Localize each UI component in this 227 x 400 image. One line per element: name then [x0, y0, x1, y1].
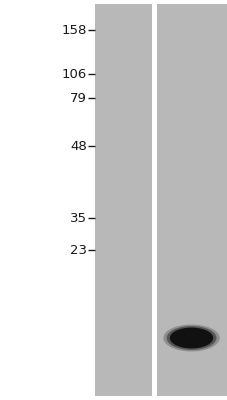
Bar: [151, 4, 156, 396]
Ellipse shape: [169, 328, 212, 348]
Text: 158: 158: [61, 24, 86, 36]
Bar: [155, 4, 227, 396]
Text: 106: 106: [61, 68, 86, 80]
Bar: [94, 4, 152, 396]
Text: 48: 48: [70, 140, 86, 152]
Ellipse shape: [166, 326, 215, 350]
Text: 79: 79: [69, 92, 86, 104]
Text: 35: 35: [69, 212, 86, 224]
Ellipse shape: [163, 324, 219, 352]
Text: 23: 23: [69, 244, 86, 256]
